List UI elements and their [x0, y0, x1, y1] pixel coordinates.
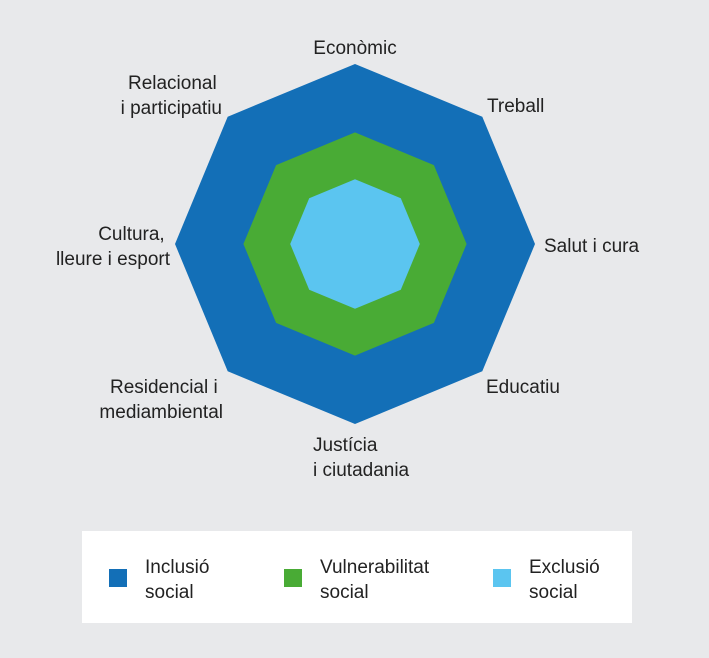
axis-label-educatiu: Educatiu — [486, 377, 560, 398]
axis-label-justicia: Justícia i ciutadania — [313, 435, 410, 481]
axis-label-economic: Econòmic — [313, 38, 396, 59]
legend-label-vulnerabilitat: Vulnerabilitat social — [320, 555, 460, 605]
legend-label-line: social — [145, 582, 194, 603]
legend-label-line: social — [529, 582, 578, 603]
legend: Inclusió social Vulnerabilitat social Ex… — [82, 531, 632, 623]
legend-label-inclusio: Inclusió social — [145, 555, 285, 605]
axis-label-salut: Salut i cura — [544, 236, 639, 257]
axis-label-cultura: Cultura, lleure i esport — [56, 224, 171, 270]
legend-label-exclusio: Exclusió social — [529, 555, 669, 605]
legend-label-line: Inclusió — [145, 557, 210, 578]
axis-label-treball: Treball — [487, 96, 544, 117]
axis-label-relacional: Relacional i participatiu — [121, 73, 222, 119]
legend-swatch-exclusio — [493, 569, 511, 587]
legend-swatch-vulnerabilitat — [284, 569, 302, 587]
legend-label-line: Vulnerabilitat — [320, 557, 430, 578]
legend-label-line: social — [320, 582, 369, 603]
legend-label-line: Exclusió — [529, 557, 600, 578]
legend-swatch-inclusio — [109, 569, 127, 587]
exclusion-octagon — [290, 179, 420, 309]
axis-label-residencial: Residencial i mediambiental — [99, 377, 223, 423]
